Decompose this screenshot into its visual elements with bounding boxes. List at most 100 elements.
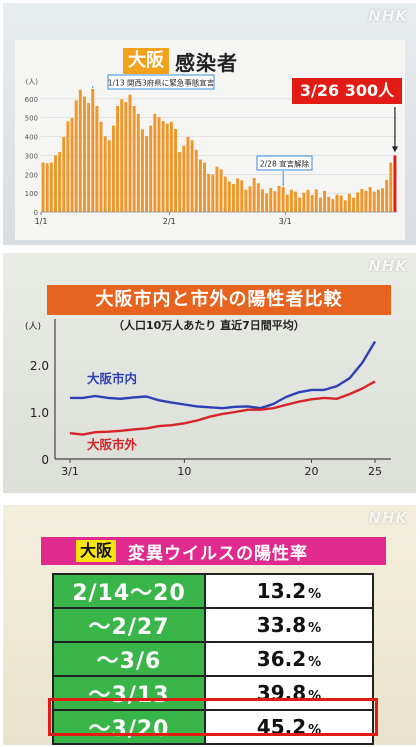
bar xyxy=(240,180,244,212)
period-cell: 2/14～20 xyxy=(52,573,206,609)
bar xyxy=(124,102,128,212)
table-row: ～3/6 36.2% xyxy=(52,641,374,677)
y-axis-label: (人) xyxy=(25,321,41,332)
bar xyxy=(339,195,343,212)
bar xyxy=(157,117,161,212)
y-axis-label: (人) xyxy=(26,78,39,86)
bar xyxy=(364,190,368,212)
bar xyxy=(178,152,182,212)
bar xyxy=(161,121,165,212)
bar xyxy=(352,197,356,212)
title-text: 変異ウイルスの陽性率 xyxy=(128,543,309,564)
period-cell: ～3/13 xyxy=(52,675,206,711)
title-region-box: 大阪 xyxy=(76,540,117,562)
rate-cell: 33.8% xyxy=(204,607,374,643)
bar xyxy=(116,106,120,212)
y-tick-label: 500 xyxy=(25,115,38,123)
series-line xyxy=(70,340,377,410)
bar xyxy=(256,183,260,212)
bar xyxy=(372,191,376,212)
bar xyxy=(62,136,66,212)
x-tick-label: 2/1 xyxy=(163,217,176,226)
bar xyxy=(381,188,384,212)
percent-unit: % xyxy=(308,723,322,738)
bar xyxy=(252,178,256,212)
bar xyxy=(103,136,107,212)
bar xyxy=(298,197,302,212)
bar xyxy=(323,190,327,212)
rate-cell: 13.2% xyxy=(204,573,374,609)
bar xyxy=(223,176,227,212)
bar xyxy=(54,155,57,212)
bar xyxy=(265,193,269,212)
bar xyxy=(318,197,322,212)
y-tick-label: 100 xyxy=(25,190,38,198)
x-tick-label: 3/1 xyxy=(61,465,79,478)
x-tick-label: 10 xyxy=(177,465,191,478)
bar xyxy=(70,118,74,212)
bar xyxy=(58,152,62,212)
bar xyxy=(145,136,149,212)
table-row: ～3/13 39.8% xyxy=(52,675,374,711)
bar xyxy=(281,187,285,212)
y-tick-label: 0 xyxy=(34,209,38,217)
title-region-box: 大阪 xyxy=(123,48,169,74)
bar xyxy=(285,194,289,212)
period-cell: ～3/20 xyxy=(52,709,206,745)
rate-cell: 39.8% xyxy=(204,675,374,711)
y-tick-label: 0 xyxy=(41,453,49,467)
daily-cases-title: 大阪 感染者 xyxy=(123,48,238,75)
annotation-text: 2/28 宣言解除 xyxy=(260,159,310,169)
bar xyxy=(165,123,169,212)
bar xyxy=(356,192,360,212)
bar xyxy=(45,163,49,212)
nhk-watermark: NHK xyxy=(368,257,408,275)
bar xyxy=(149,125,153,212)
series-label: 大阪市内 xyxy=(87,371,137,386)
bar xyxy=(169,121,173,212)
bar xyxy=(99,121,103,212)
bar xyxy=(347,193,351,212)
percent-unit: % xyxy=(308,587,322,602)
nhk-watermark: NHK xyxy=(368,7,408,25)
bar xyxy=(120,99,124,212)
bar xyxy=(269,187,273,212)
table-row: ～3/20 45.2% xyxy=(52,709,374,745)
bar xyxy=(335,194,339,212)
bar xyxy=(128,94,132,212)
bar xyxy=(343,200,347,212)
series-label: 大阪市外 xyxy=(87,437,138,452)
bar xyxy=(132,106,136,212)
bar xyxy=(248,186,252,212)
bar xyxy=(314,189,318,212)
y-tick-label: 200 xyxy=(25,171,38,179)
bar xyxy=(327,196,331,212)
bar xyxy=(310,195,314,212)
bar xyxy=(190,140,194,212)
bar xyxy=(393,155,397,212)
bar xyxy=(111,125,115,212)
y-tick-label: 2.0 xyxy=(30,359,49,373)
bar xyxy=(74,100,78,212)
bar xyxy=(203,162,206,212)
period-cell: ～2/27 xyxy=(52,607,206,643)
x-tick-label: 1/1 xyxy=(35,217,48,226)
bar xyxy=(331,199,335,212)
rate-value: 13.2 xyxy=(256,579,307,603)
bar xyxy=(95,106,99,212)
variant-rate-table: 2/14～20 13.2% ～2/27 33.8% ～3/6 36.2% ～3/… xyxy=(52,573,374,745)
table-row: 2/14～20 13.2% xyxy=(52,573,374,609)
bar xyxy=(227,181,231,212)
bar xyxy=(136,113,140,212)
nhk-watermark: NHK xyxy=(368,509,408,527)
bar xyxy=(198,159,202,212)
comparison-note: （人口10万人あたり 直近7日間平均） xyxy=(113,319,305,332)
y-tick-label: 600 xyxy=(25,96,38,104)
bar xyxy=(78,89,82,212)
bar xyxy=(174,129,178,212)
annotation-box xyxy=(107,74,215,90)
latest-count-highlight: 3/26 300人 xyxy=(292,78,402,104)
comparison-title: 大阪市内と市外の陽性者比較 xyxy=(47,285,391,315)
bar xyxy=(232,184,235,212)
bar xyxy=(49,162,53,212)
